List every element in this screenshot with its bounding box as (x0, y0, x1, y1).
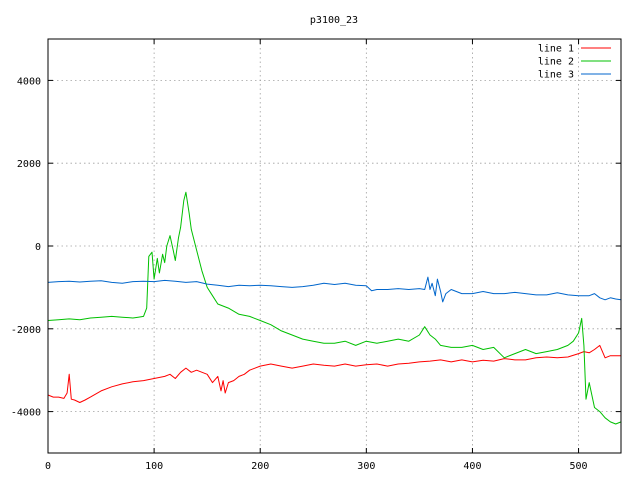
x-tick-label: 100 (145, 461, 163, 472)
legend-label-3: line 3 (538, 70, 574, 81)
axes: 0 100 200 300 400 500 -4000 -2000 0 2000 4000 (11, 38, 622, 472)
series-layer (47, 191, 622, 425)
series-line-1 (47, 344, 621, 403)
x-tick-label: 400 (463, 461, 481, 472)
legend: line 1 line 2 line 3 (538, 44, 611, 81)
legend-label-1: line 1 (538, 44, 574, 55)
series-line-3 (47, 276, 622, 303)
chart-title: p3100_23 (310, 15, 358, 26)
x-tick-label: 300 (357, 461, 375, 472)
y-tick-label: 0 (35, 242, 41, 253)
y-tick-label: -2000 (11, 325, 41, 336)
grid (48, 39, 621, 453)
y-tick-label: -4000 (11, 408, 41, 419)
legend-label-2: line 2 (538, 57, 574, 68)
series-line-2 (47, 191, 622, 425)
x-tick-label: 500 (570, 461, 588, 472)
x-tick-label: 0 (45, 461, 51, 472)
x-tick-label: 200 (251, 461, 269, 472)
y-tick-label: 4000 (17, 76, 41, 87)
y-tick-label: 2000 (17, 159, 41, 170)
